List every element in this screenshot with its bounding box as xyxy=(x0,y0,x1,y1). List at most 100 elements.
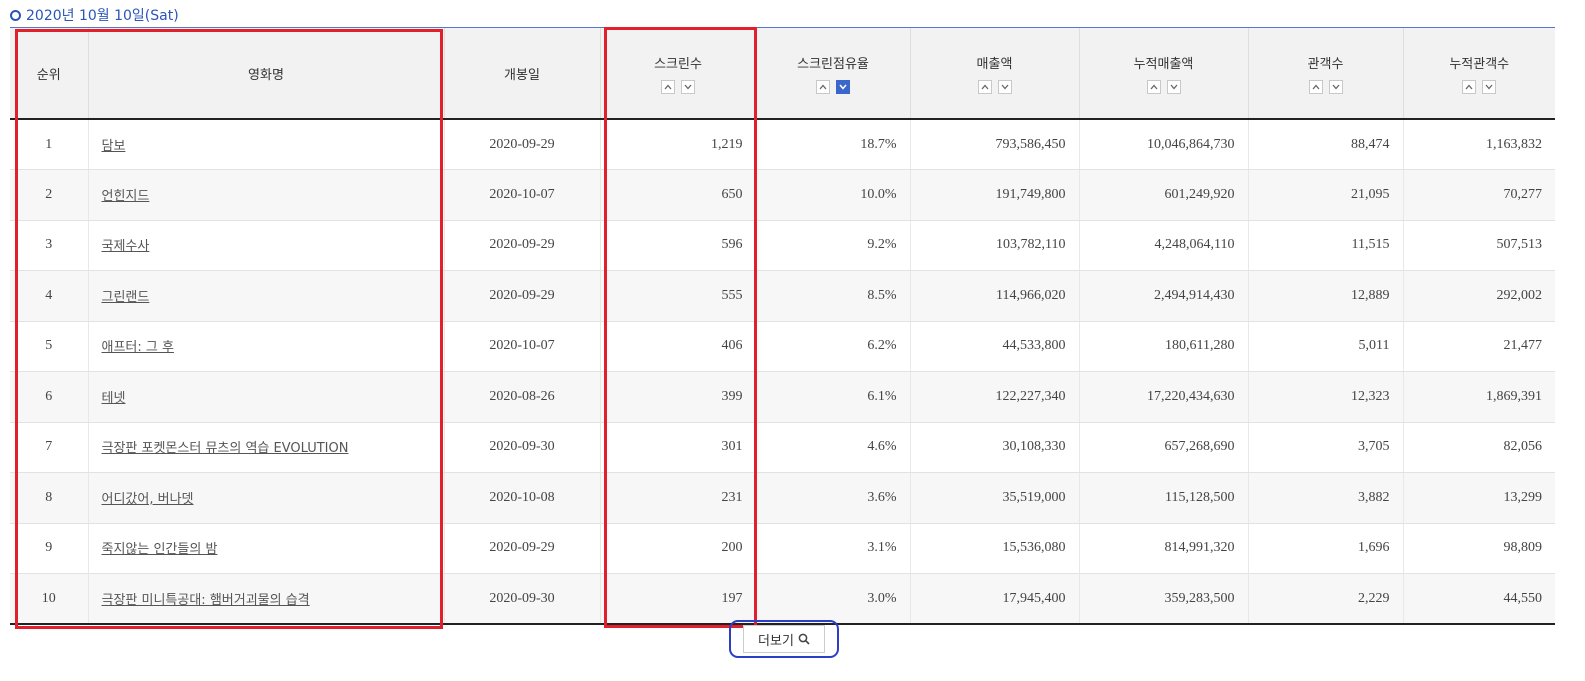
sort-asc-button[interactable] xyxy=(977,79,992,94)
table-row: 3 국제수사 2020-09-29 596 9.2% 103,782,110 4,248,0… xyxy=(10,220,1555,271)
audience-cell: 2,229 xyxy=(1247,573,1403,625)
circle-bullet-icon xyxy=(10,9,21,21)
rank-cell: 1 xyxy=(10,119,88,170)
chevron-up-icon xyxy=(1465,84,1473,89)
sort-desc-button[interactable] xyxy=(1328,79,1343,94)
sort-desc-button[interactable] xyxy=(1166,79,1181,94)
chevron-up-icon xyxy=(819,84,827,89)
screen-share-cell: 3.1% xyxy=(755,523,910,574)
sort-desc-button[interactable] xyxy=(997,79,1012,94)
table-row: 8 어디갔어, 버나뎃 2020-10-08 231 3.6% 35,519,000 115… xyxy=(10,472,1555,524)
audience-cell: 5,011 xyxy=(1247,321,1403,372)
table-row: 7 극장판 포켓몬스터 뮤츠의 역습 EVOLUTION 2020-09-30 301… xyxy=(10,422,1555,473)
cum-audience-cell: 1,163,832 xyxy=(1402,119,1555,170)
title-cell: 극장판 미니특공대: 햄버거괴물의 습격 xyxy=(87,573,444,625)
movie-title-link[interactable]: 극장판 미니특공대: 햄버거괴물의 습격 xyxy=(101,592,310,608)
cum-audience-cell: 70,277 xyxy=(1402,169,1555,221)
chevron-down-icon xyxy=(1332,84,1339,89)
cum-audience-cell: 82,056 xyxy=(1402,422,1555,473)
audience-cell: 21,095 xyxy=(1247,169,1403,221)
header-divider xyxy=(10,27,1555,28)
screens-cell: 650 xyxy=(599,169,756,221)
rank-cell: 7 xyxy=(10,422,88,473)
movie-title-link[interactable]: 애프터: 그 후 xyxy=(101,340,174,356)
column-header-rank: 순위 xyxy=(10,28,88,120)
movie-title-link[interactable]: 언힌지드 xyxy=(101,188,150,204)
screen-share-cell: 6.2% xyxy=(755,321,910,372)
title-cell: 언힌지드 xyxy=(87,169,444,221)
table-row: 2 언힌지드 2020-10-07 650 10.0% 191,749,800 601,24… xyxy=(10,169,1555,221)
table-row: 4 그린랜드 2020-09-29 555 8.5% 114,966,020 2,494,9… xyxy=(10,270,1555,322)
sort-controls xyxy=(601,79,756,94)
more-button[interactable]: 더보기 xyxy=(743,625,825,653)
sort-asc-button[interactable] xyxy=(1146,79,1161,94)
screens-cell: 197 xyxy=(599,573,756,625)
audience-cell: 12,889 xyxy=(1247,270,1403,322)
cum-audience-cell: 98,809 xyxy=(1402,523,1555,574)
cum-audience-cell: 507,513 xyxy=(1402,220,1555,271)
chevron-down-icon xyxy=(839,84,847,90)
movie-title-link[interactable]: 테넷 xyxy=(101,390,126,406)
movie-title-link[interactable]: 국제수사 xyxy=(101,239,150,255)
chevron-down-icon xyxy=(1001,84,1008,89)
sort-controls xyxy=(1404,79,1556,94)
screen-share-cell: 3.6% xyxy=(755,472,910,524)
sort-asc-button[interactable] xyxy=(1462,79,1477,94)
sort-desc-button-active[interactable] xyxy=(836,79,850,94)
column-header-sales: 매출액 xyxy=(909,28,1079,120)
sales-cell: 114,966,020 xyxy=(909,270,1079,322)
movie-title-link[interactable]: 극장판 포켓몬스터 뮤츠의 역습 EVOLUTION xyxy=(101,441,349,457)
chevron-down-icon xyxy=(1485,84,1493,89)
cum-sales-cell: 115,128,500 xyxy=(1078,472,1248,524)
sort-desc-button[interactable] xyxy=(681,79,695,94)
rank-cell: 10 xyxy=(10,573,88,625)
audience-cell: 11,515 xyxy=(1247,220,1403,271)
cum-sales-cell: 180,611,280 xyxy=(1078,321,1248,372)
screens-cell: 596 xyxy=(599,220,756,271)
movie-title-link[interactable]: 죽지않는 인간들의 밤 xyxy=(101,542,218,558)
sales-cell: 17,945,400 xyxy=(909,573,1079,625)
cum-sales-cell: 4,248,064,110 xyxy=(1078,220,1248,271)
open-date-cell: 2020-09-30 xyxy=(443,422,600,473)
cum-sales-cell: 657,268,690 xyxy=(1078,422,1248,473)
sort-asc-button[interactable] xyxy=(661,79,675,94)
screens-cell: 406 xyxy=(599,321,756,372)
open-date-cell: 2020-09-29 xyxy=(443,119,600,170)
movie-title-link[interactable]: 어디갔어, 버나뎃 xyxy=(101,491,194,507)
column-header-cum-audience: 누적관객수 xyxy=(1402,28,1556,120)
sales-cell: 35,519,000 xyxy=(909,472,1079,524)
cum-sales-cell: 814,991,320 xyxy=(1078,523,1248,574)
screens-cell: 231 xyxy=(599,472,756,524)
date-header: 2020년 10월 10일(Sat) xyxy=(10,5,179,25)
movie-title-link[interactable]: 그린랜드 xyxy=(101,289,150,305)
audience-cell: 3,882 xyxy=(1247,472,1403,524)
open-date-cell: 2020-10-08 xyxy=(443,472,600,524)
sort-asc-button[interactable] xyxy=(816,79,830,94)
open-date-cell: 2020-10-07 xyxy=(443,169,600,221)
chevron-up-icon xyxy=(981,84,988,89)
audience-cell: 12,323 xyxy=(1247,371,1403,423)
table-row: 5 애프터: 그 후 2020-10-07 406 6.2% 44,533,800 180,… xyxy=(10,321,1555,372)
sort-controls xyxy=(757,79,910,94)
title-cell: 국제수사 xyxy=(87,220,444,271)
cum-sales-cell: 17,220,434,630 xyxy=(1078,371,1248,423)
cum-audience-cell: 292,002 xyxy=(1402,270,1555,322)
sales-cell: 191,749,800 xyxy=(909,169,1079,221)
sort-asc-button[interactable] xyxy=(1308,79,1323,94)
column-header-cum-sales: 누적매출액 xyxy=(1078,28,1248,120)
sort-desc-button[interactable] xyxy=(1482,79,1497,94)
sort-controls xyxy=(1080,79,1248,94)
title-cell: 죽지않는 인간들의 밤 xyxy=(87,523,444,574)
rank-cell: 4 xyxy=(10,270,88,322)
screen-share-cell: 8.5% xyxy=(755,270,910,322)
open-date-cell: 2020-09-29 xyxy=(443,270,600,322)
movie-title-link[interactable]: 담보 xyxy=(101,138,126,154)
sort-controls xyxy=(1249,79,1403,94)
open-date-cell: 2020-10-07 xyxy=(443,321,600,372)
rank-cell: 2 xyxy=(10,169,88,221)
sales-cell: 15,536,080 xyxy=(909,523,1079,574)
screens-cell: 399 xyxy=(599,371,756,423)
audience-cell: 1,696 xyxy=(1247,523,1403,574)
column-header-audience: 관객수 xyxy=(1247,28,1403,120)
column-header-title: 영화명 xyxy=(87,28,444,120)
